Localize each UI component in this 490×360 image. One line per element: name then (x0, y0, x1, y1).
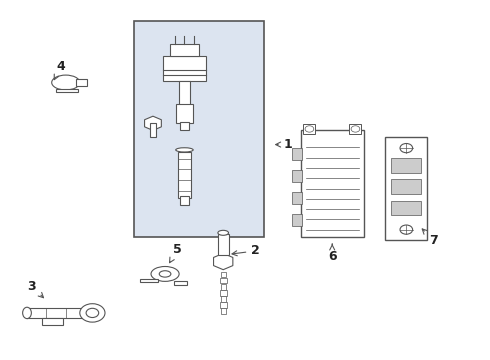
Text: 7: 7 (422, 229, 438, 247)
Ellipse shape (151, 266, 179, 282)
Circle shape (400, 225, 413, 234)
Ellipse shape (218, 230, 228, 235)
Bar (292, 192, 302, 204)
Bar (174, 282, 187, 285)
Ellipse shape (176, 148, 193, 152)
Bar (134, 21, 265, 237)
Bar (392, 179, 421, 194)
Bar (220, 278, 227, 283)
Bar (180, 122, 189, 130)
Bar (292, 170, 302, 182)
Bar (42, 318, 63, 325)
Text: 2: 2 (232, 244, 260, 257)
Text: 4: 4 (54, 60, 65, 80)
Bar (218, 234, 228, 255)
Bar (303, 124, 315, 134)
Bar (176, 104, 193, 123)
Text: 3: 3 (27, 280, 44, 298)
Bar (149, 123, 156, 138)
Bar (292, 214, 302, 226)
Bar (178, 152, 191, 198)
Circle shape (351, 126, 360, 132)
Circle shape (400, 144, 413, 153)
Bar (301, 130, 364, 237)
Bar (220, 272, 226, 278)
Circle shape (86, 308, 98, 318)
Circle shape (80, 304, 105, 322)
Bar (386, 138, 427, 240)
Bar (180, 196, 189, 205)
Bar (140, 279, 158, 282)
Text: 6: 6 (328, 244, 337, 263)
Bar (170, 44, 199, 56)
Bar (392, 158, 421, 173)
Bar (220, 284, 226, 289)
Text: 5: 5 (170, 243, 182, 263)
Bar (220, 290, 227, 296)
Bar (179, 81, 190, 105)
Text: 1: 1 (276, 138, 293, 151)
Bar (56, 89, 78, 93)
Ellipse shape (23, 307, 31, 319)
Bar (220, 296, 226, 302)
Bar (76, 78, 87, 86)
Bar (163, 56, 206, 81)
Bar (392, 201, 421, 215)
Ellipse shape (159, 271, 171, 277)
Circle shape (305, 126, 314, 132)
Bar (220, 308, 226, 314)
Ellipse shape (52, 75, 80, 90)
Bar (349, 124, 361, 134)
Bar (220, 302, 227, 307)
Bar (292, 148, 302, 160)
